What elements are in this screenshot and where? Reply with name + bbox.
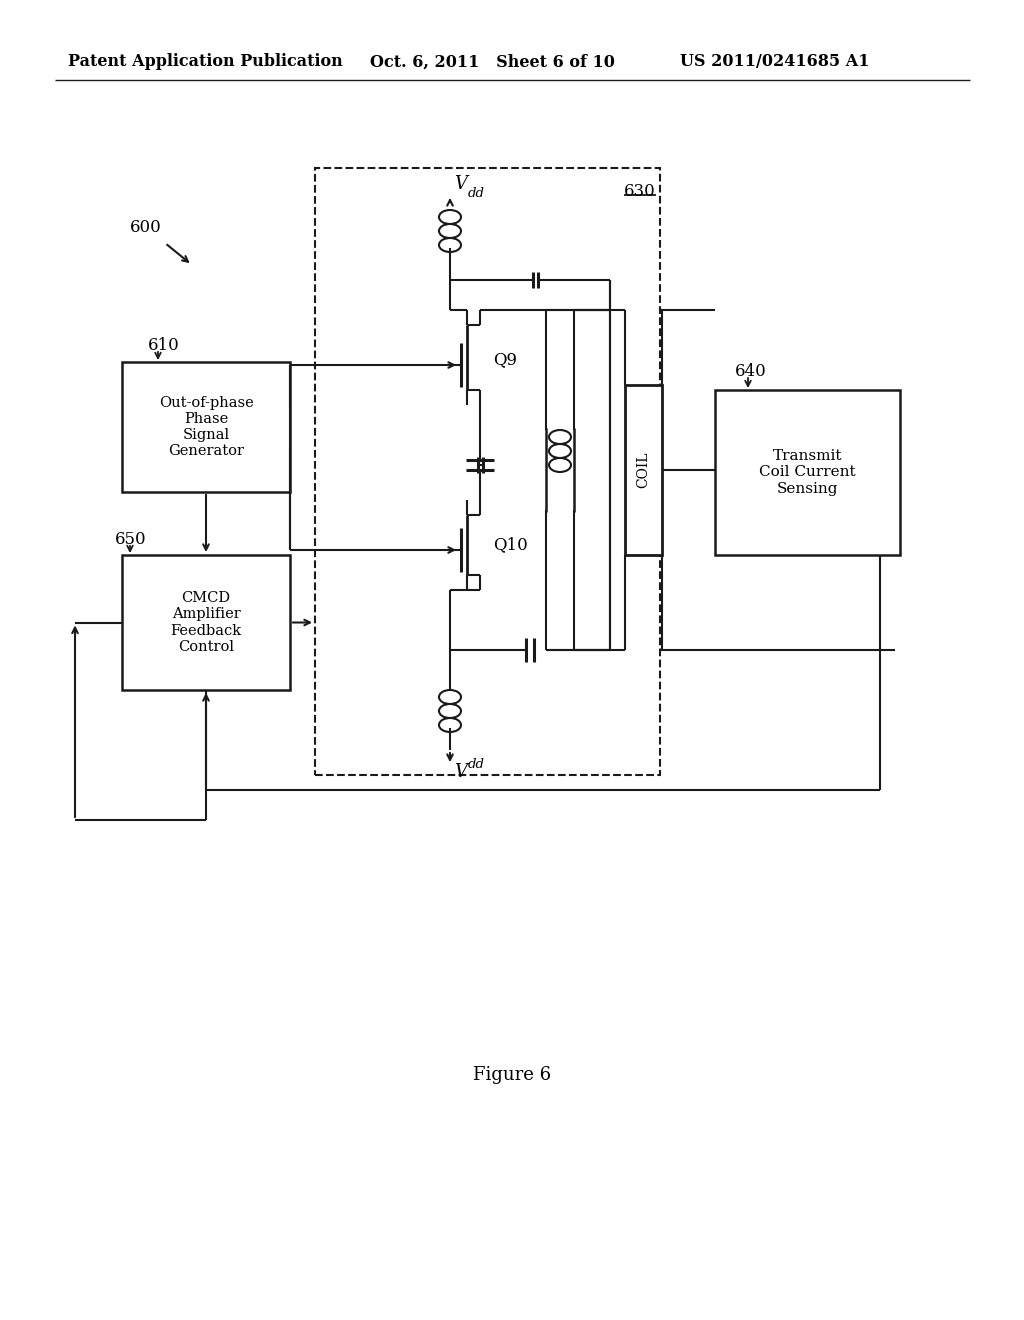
Text: 650: 650 — [115, 532, 146, 549]
Bar — [715, 389, 900, 554]
Bar — [122, 554, 290, 690]
Text: dd: dd — [468, 758, 485, 771]
Text: 610: 610 — [148, 338, 180, 355]
Text: Q9: Q9 — [493, 351, 517, 368]
Text: COIL: COIL — [637, 451, 650, 488]
Text: Q10: Q10 — [493, 536, 527, 553]
Ellipse shape — [439, 224, 461, 238]
Text: CMCD
Amplifier
Feedback
Control: CMCD Amplifier Feedback Control — [170, 591, 242, 653]
Text: Transmit
Coil Current
Sensing: Transmit Coil Current Sensing — [759, 449, 856, 496]
Text: dd: dd — [468, 187, 485, 201]
Bar — [122, 362, 290, 492]
Text: 600: 600 — [130, 219, 162, 236]
Ellipse shape — [439, 210, 461, 224]
Text: V: V — [454, 176, 467, 193]
Text: Figure 6: Figure 6 — [473, 1067, 551, 1084]
Text: US 2011/0241685 A1: US 2011/0241685 A1 — [680, 54, 869, 70]
Text: 640: 640 — [735, 363, 767, 380]
Bar — [625, 385, 662, 554]
Ellipse shape — [549, 444, 571, 458]
Ellipse shape — [439, 238, 461, 252]
Text: Out-of-phase
Phase
Signal
Generator: Out-of-phase Phase Signal Generator — [159, 396, 253, 458]
Ellipse shape — [439, 704, 461, 718]
Text: V: V — [454, 763, 467, 781]
Text: Patent Application Publication: Patent Application Publication — [68, 54, 343, 70]
Ellipse shape — [549, 458, 571, 473]
Text: Oct. 6, 2011   Sheet 6 of 10: Oct. 6, 2011 Sheet 6 of 10 — [370, 54, 614, 70]
Ellipse shape — [439, 690, 461, 704]
Ellipse shape — [439, 718, 461, 733]
Ellipse shape — [549, 430, 571, 444]
Text: 630: 630 — [624, 183, 655, 201]
Bar — [315, 168, 660, 775]
